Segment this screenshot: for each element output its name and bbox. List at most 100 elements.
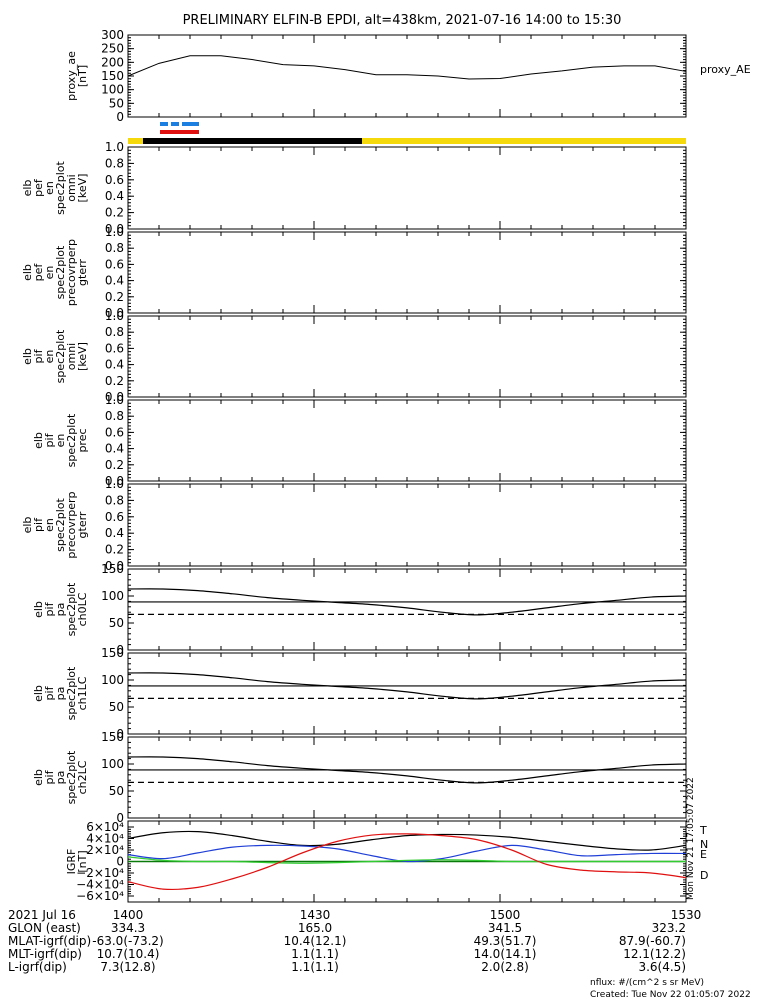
pa-series-group	[127, 588, 687, 616]
footer-cell: 2.0(2.8)	[481, 960, 529, 974]
panel-frame	[127, 652, 687, 735]
y-axis-label: [keV]	[76, 174, 89, 203]
y-axis-label: precovrperp	[65, 491, 78, 558]
y-tick-label: 0.0	[105, 222, 124, 236]
footer-cell: 1.1(1.1)	[291, 947, 339, 961]
y-axis-label: spec2plot	[65, 582, 78, 636]
y-axis-label: ch1LC	[76, 676, 89, 710]
y-tick-label: 0.0	[105, 390, 124, 404]
y-axis-label: elb	[32, 432, 45, 449]
y-axis-label: [nT]	[76, 65, 89, 87]
footer-cell: 10.4(12.1)	[284, 934, 347, 948]
y-tick-label: 2×10⁴	[86, 843, 124, 857]
status-bars	[128, 122, 686, 144]
y-tick-label: 100	[101, 673, 124, 687]
y-axis-label: proxy_ae	[65, 51, 78, 101]
y-axis-label: elb	[21, 348, 34, 365]
blue-bar-segment	[160, 122, 168, 126]
y-axis-label: gterr	[76, 511, 89, 538]
y-tick-label: 1.0	[105, 309, 124, 323]
y-axis-label: prec	[76, 428, 89, 452]
panel-frame	[127, 34, 687, 118]
y-axis-label: pif	[43, 432, 56, 447]
y-tick-label: 0.6	[105, 510, 124, 524]
footer-cell: 49.3(51.7)	[474, 934, 537, 948]
y-tick-label: 0.8	[105, 325, 124, 339]
panel-5: 0.0 0.2 0.4 0.6 0.8 1.0 elbpifenspec2plotpreco…	[21, 477, 687, 573]
y-axis-label: [nT]	[76, 850, 89, 872]
footer-cell: 1.1(1.1)	[291, 960, 339, 974]
igrf-legend-D: D	[700, 869, 708, 882]
y-tick-label: 1.0	[105, 140, 124, 154]
y-axis-label: ch0LC	[76, 592, 89, 626]
y-axis-label: elb	[32, 601, 45, 618]
y-axis-label: spec2plot	[54, 161, 67, 215]
footer-cell: 3.6(4.5)	[638, 960, 686, 974]
panel-1: 0.0 0.2 0.4 0.6 0.8 1.0 elbpefenspec2plotomni[…	[21, 140, 687, 236]
y-axis-label: pif	[43, 601, 56, 616]
y-tick-label: 250	[101, 42, 124, 56]
y-axis-label: spec2plot	[65, 750, 78, 804]
y-axis-label: spec2plot	[65, 666, 78, 720]
y-axis-label: en	[43, 266, 56, 280]
y-tick-label: 1.0	[105, 477, 124, 491]
y-axis-label: elb	[21, 517, 34, 534]
y-tick-label: 100	[101, 83, 124, 97]
footer-cell: 1500	[490, 908, 521, 922]
y-axis-label: spec2plot	[54, 498, 67, 552]
y-tick-label: 0.0	[105, 559, 124, 573]
side-timestamp: Mon Nov 21 17:05:07 2022	[686, 777, 696, 900]
y-axis-label: elb	[21, 180, 34, 197]
y-tick-label: 50	[109, 616, 124, 630]
y-tick-label: 0	[116, 727, 124, 741]
y-axis-label: gterr	[76, 259, 89, 286]
yellow-bar	[128, 138, 686, 144]
panel-frame	[127, 736, 687, 819]
y-tick-label: 1.0	[105, 393, 124, 407]
y-axis-label: spec2plot	[54, 245, 67, 299]
footer-cell: 10.7(10.4)	[97, 947, 160, 961]
footer-cell: 1400	[113, 908, 144, 922]
y-axis-label: en	[43, 518, 56, 532]
y-tick-label: 0.0	[105, 306, 124, 320]
panel-frame	[127, 399, 687, 482]
y-axis-label: spec2plot	[65, 413, 78, 467]
y-tick-label: 0	[116, 811, 124, 825]
y-tick-label: 0.2	[105, 458, 124, 472]
panel-frame	[127, 568, 687, 651]
panel-frame	[127, 315, 687, 398]
footer-cell: 7.3(12.8)	[100, 960, 155, 974]
y-tick-label: 150	[101, 562, 124, 576]
igrf-T-line	[127, 830, 687, 851]
y-axis-label: omni	[65, 174, 78, 201]
y-axis-label: elb	[21, 264, 34, 281]
pa-series-group	[127, 672, 687, 700]
y-axis-label: elb	[32, 685, 45, 702]
igrf-D-line	[127, 833, 687, 891]
y-tick-label: 0	[116, 855, 124, 869]
footer-cell: 165.0	[298, 921, 332, 935]
y-tick-label: 4×10⁴	[86, 832, 124, 846]
igrf-legend-E: E	[700, 848, 707, 861]
y-tick-label: −2×10⁴	[76, 866, 124, 880]
blue-bar-segment	[171, 122, 179, 126]
nflux-note: nflux: #/(cm^2 s sr MeV)	[590, 978, 704, 988]
y-axis-label: pef	[32, 263, 45, 282]
footer-cell: MLAT-igrf(dip)	[8, 934, 91, 948]
y-tick-label: 0.4	[105, 526, 124, 540]
y-axis-label: pa	[54, 771, 67, 785]
side-label: proxy_AE	[700, 63, 751, 76]
panel-frame	[127, 231, 687, 314]
y-tick-label: 300	[101, 28, 124, 42]
ae-series-group	[127, 55, 687, 80]
footer-cell: MLT-igrf(dip)	[8, 947, 82, 961]
red-bar	[160, 130, 199, 134]
